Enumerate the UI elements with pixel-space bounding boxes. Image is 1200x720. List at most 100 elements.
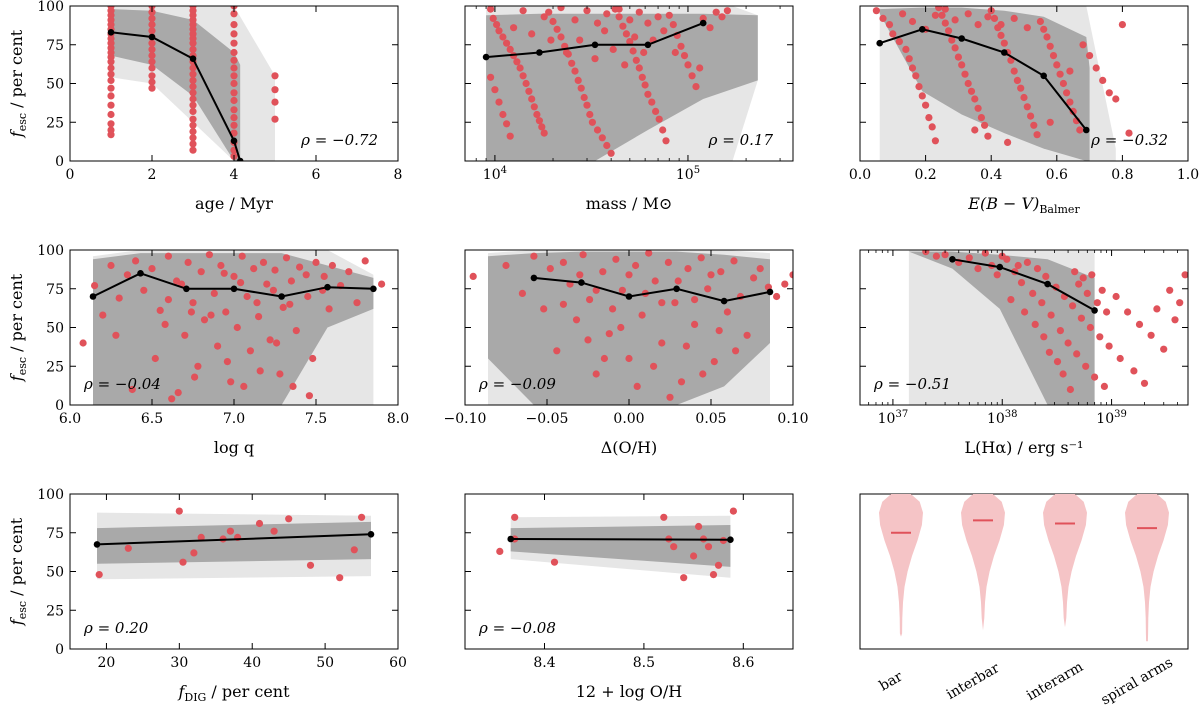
- data-point: [184, 258, 192, 266]
- data-point: [993, 271, 1001, 279]
- data-point: [559, 300, 568, 308]
- data-point: [312, 258, 320, 266]
- data-point: [644, 19, 652, 27]
- data-point: [680, 574, 688, 582]
- data-point: [107, 92, 115, 100]
- y-axis-label: fesc / per cent: [7, 273, 29, 382]
- data-point: [535, 117, 544, 125]
- x-tick-label: 1039: [1096, 409, 1127, 427]
- median-line: [96, 533, 372, 546]
- median-marker: [644, 41, 652, 49]
- data-point: [107, 76, 115, 84]
- data-point: [789, 271, 793, 279]
- data-point: [704, 285, 712, 293]
- data-point: [981, 121, 989, 129]
- data-point: [648, 98, 656, 106]
- x-tick-label: 1.0: [1177, 167, 1199, 183]
- data-point: [230, 79, 238, 88]
- data-point: [522, 79, 530, 88]
- data-point: [519, 7, 527, 15]
- y-tick-label: 25: [46, 359, 64, 375]
- violin-tick-label: spiral arms: [1098, 655, 1175, 709]
- data-point: [499, 33, 507, 41]
- data-point: [1073, 350, 1081, 358]
- data-point: [699, 370, 707, 378]
- data-point: [958, 61, 966, 69]
- data-point: [607, 149, 615, 157]
- data-point: [148, 27, 156, 35]
- data-point: [148, 84, 156, 92]
- median-marker: [673, 285, 680, 293]
- data-point: [1017, 84, 1025, 92]
- data-point: [1056, 327, 1064, 335]
- data-point: [519, 72, 527, 80]
- band-inner: [510, 525, 731, 567]
- data-point: [626, 38, 634, 46]
- data-point: [677, 378, 686, 386]
- data-point: [1040, 333, 1048, 341]
- data-point: [1083, 289, 1091, 297]
- data-point: [547, 36, 555, 44]
- data-point: [889, 30, 897, 38]
- data-point: [205, 251, 213, 259]
- data-point: [583, 7, 591, 15]
- violin-interbar: [961, 494, 1005, 631]
- x-tick-label: 1037: [878, 409, 909, 427]
- data-point: [269, 286, 277, 294]
- data-point: [666, 393, 674, 401]
- band-inner: [879, 7, 1090, 161]
- x-tick-label: 60: [389, 655, 407, 671]
- data-point: [230, 39, 238, 47]
- data-point: [971, 126, 979, 134]
- data-point: [175, 507, 183, 515]
- data-point: [974, 265, 982, 273]
- data-point: [635, 64, 643, 72]
- data-point: [156, 306, 164, 314]
- data-point: [915, 83, 923, 91]
- data-point: [107, 58, 115, 66]
- data-point: [712, 8, 720, 16]
- data-point: [214, 342, 222, 350]
- data-point: [345, 268, 353, 276]
- data-point: [1181, 271, 1188, 279]
- data-point: [699, 14, 707, 22]
- data-point: [593, 19, 602, 27]
- data-point: [984, 132, 992, 140]
- data-point: [579, 251, 587, 259]
- data-point: [688, 72, 696, 80]
- data-point: [107, 70, 115, 78]
- data-point: [669, 21, 677, 29]
- data-point: [530, 103, 538, 111]
- data-point: [615, 6, 623, 13]
- data-point: [621, 61, 629, 69]
- data-point: [210, 289, 218, 297]
- data-point: [1029, 289, 1037, 297]
- band-inner: [97, 521, 371, 564]
- data-point: [1135, 320, 1144, 328]
- plot-area: [469, 250, 793, 405]
- data-point: [305, 392, 313, 400]
- data-point: [723, 308, 732, 316]
- x-tick-label: −0.10: [444, 411, 487, 427]
- data-point: [302, 271, 310, 279]
- data-point: [571, 67, 579, 75]
- data-point: [1112, 95, 1120, 103]
- data-point: [230, 64, 238, 72]
- y-tick-label: 0: [55, 642, 64, 658]
- median-marker: [766, 288, 774, 296]
- data-point: [974, 21, 982, 29]
- data-point: [651, 277, 659, 285]
- data-point: [525, 87, 533, 95]
- x-tick-label: 8.4: [533, 655, 555, 671]
- data-point: [599, 268, 607, 276]
- violin-tick-label: interarm: [1024, 659, 1086, 704]
- x-axis-label: fDIG / per cent: [177, 682, 290, 704]
- panel-environment: bar interbar interarm spiral arms: [859, 493, 1189, 709]
- correlation-annotation: ρ = 0.17: [708, 131, 774, 149]
- data-point: [1033, 131, 1041, 139]
- data-point: [538, 123, 546, 131]
- data-point: [148, 52, 156, 60]
- data-point: [965, 254, 973, 262]
- data-point: [557, 33, 565, 41]
